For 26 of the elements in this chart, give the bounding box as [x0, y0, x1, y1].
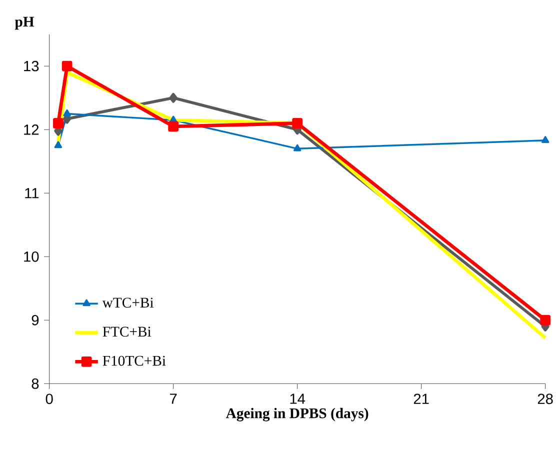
point: [540, 314, 551, 326]
y-tick-label: 9: [32, 314, 39, 326]
point: [168, 121, 179, 132]
x-tick-label: 0: [46, 394, 53, 404]
point: [292, 118, 303, 128]
x-axis-title: Ageing in DPBS (days): [226, 408, 368, 422]
y-tick-label: 12: [24, 124, 39, 135]
y-tick-label: 13: [24, 60, 39, 72]
y-tick-label: 10: [24, 251, 39, 262]
point: [169, 92, 178, 103]
point: [54, 141, 62, 148]
y-tick-label: 11: [25, 188, 39, 198]
point: [62, 60, 72, 72]
x-tick-label: 28: [538, 394, 553, 404]
point: [541, 136, 550, 144]
point: [53, 118, 64, 128]
legend-label: wTC+Bi: [102, 298, 154, 308]
point: [293, 144, 302, 152]
legend-label: F10TC+Bi: [102, 356, 166, 366]
legend-label: FTC+Bi: [102, 326, 152, 337]
y-tick-label: 8: [32, 378, 39, 389]
x-tick-label: 7: [170, 394, 177, 404]
x-tick-label: 14: [290, 394, 306, 404]
x-tick-label: 21: [414, 394, 429, 404]
y-axis-title: pH: [14, 16, 34, 30]
point: [63, 109, 71, 116]
